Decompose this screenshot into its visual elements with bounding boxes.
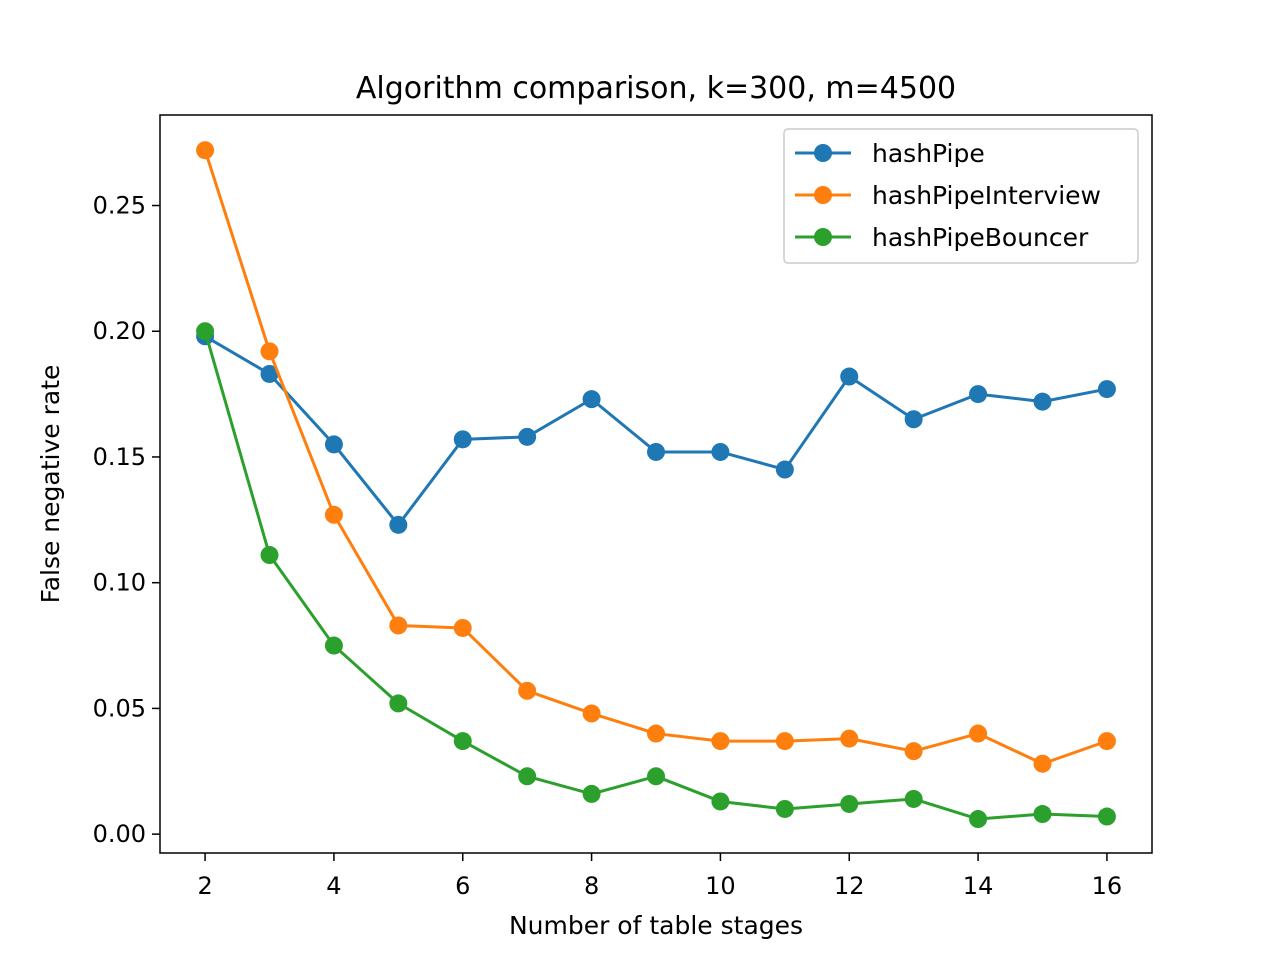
data-point-hashPipeBouncer — [1097, 807, 1116, 826]
x-tick-label: 6 — [455, 872, 470, 900]
data-point-hashPipe — [324, 435, 343, 454]
x-tick-label: 16 — [1092, 872, 1123, 900]
data-point-hashPipeBouncer — [647, 767, 665, 786]
x-tick-label: 12 — [834, 872, 865, 900]
legend: hashPipe hashPipeInterview hashPipeBouncer — [783, 128, 1139, 264]
legend-box — [783, 128, 1139, 264]
y-tick-label: 0.20 — [93, 317, 146, 345]
y-tick-label: 0.25 — [93, 192, 146, 220]
data-point-hashPipeInterview — [582, 704, 601, 723]
data-point-hashPipeBouncer — [904, 789, 923, 808]
data-point-hashPipeInterview — [389, 616, 408, 635]
x-tick-label: 14 — [963, 872, 994, 900]
legend-marker-hashPipeInterview — [814, 186, 832, 204]
legend-label-hashPipeBouncer: hashPipeBouncer — [872, 223, 1089, 252]
data-point-hashPipeInterview — [324, 505, 343, 524]
data-point-hashPipe — [582, 390, 601, 409]
data-point-hashPipeBouncer — [969, 810, 988, 829]
data-point-hashPipeBouncer — [389, 694, 408, 713]
data-point-hashPipeInterview — [453, 618, 472, 637]
y-axis: 0.00 0.05 0.10 0.15 0.20 0.25 — [93, 192, 160, 848]
data-point-hashPipe — [389, 515, 408, 534]
chart-title: Algorithm comparison, k=300, m=4500 — [356, 71, 956, 106]
data-point-hashPipeBouncer — [324, 636, 343, 655]
data-point-hashPipe — [1097, 380, 1116, 399]
data-point-hashPipeBouncer — [518, 767, 537, 786]
data-point-hashPipeBouncer — [582, 784, 601, 803]
data-point-hashPipe — [647, 442, 665, 461]
data-point-hashPipeBouncer — [775, 799, 794, 818]
x-tick-label: 2 — [197, 872, 212, 900]
data-point-hashPipeBouncer — [453, 732, 472, 751]
y-tick-label: 0.10 — [93, 569, 146, 597]
data-point-hashPipeBouncer — [711, 792, 730, 811]
y-tick-label: 0.05 — [93, 694, 146, 722]
series-layer — [196, 141, 1116, 829]
data-point-hashPipeInterview — [969, 724, 988, 743]
data-point-hashPipeInterview — [1097, 732, 1116, 751]
y-tick-label: 0.15 — [93, 443, 146, 471]
data-point-hashPipeInterview — [260, 342, 279, 361]
data-point-hashPipeInterview — [775, 732, 794, 751]
data-point-hashPipeBouncer — [840, 794, 859, 813]
data-point-hashPipe — [518, 427, 537, 446]
data-point-hashPipeBouncer — [260, 546, 279, 565]
data-point-hashPipe — [1033, 392, 1052, 411]
y-tick-label: 0.00 — [93, 820, 146, 848]
data-point-hashPipeInterview — [711, 732, 730, 751]
x-axis: 2 4 6 8 10 12 14 16 — [197, 853, 1122, 900]
data-point-hashPipeInterview — [1033, 754, 1052, 773]
legend-marker-hashPipeBouncer — [814, 228, 832, 246]
data-point-hashPipeBouncer — [1033, 805, 1052, 824]
legend-label-hashPipe: hashPipe — [872, 139, 985, 168]
data-point-hashPipe — [711, 442, 730, 461]
data-point-hashPipeInterview — [196, 141, 215, 160]
data-point-hashPipe — [840, 367, 859, 386]
x-tick-label: 8 — [584, 872, 599, 900]
legend-label-hashPipeInterview: hashPipeInterview — [872, 181, 1101, 210]
x-axis-label: Number of table stages — [509, 911, 803, 940]
data-point-hashPipeInterview — [840, 729, 859, 748]
data-point-hashPipeInterview — [904, 742, 923, 761]
legend-marker-hashPipe — [814, 144, 832, 162]
data-point-hashPipe — [260, 364, 279, 383]
x-tick-label: 10 — [705, 872, 736, 900]
data-point-hashPipe — [453, 430, 472, 449]
y-axis-label: False negative rate — [36, 365, 65, 604]
x-tick-label: 4 — [326, 872, 341, 900]
data-point-hashPipe — [969, 385, 988, 404]
data-point-hashPipeBouncer — [196, 322, 215, 341]
data-point-hashPipeInterview — [518, 681, 537, 700]
data-point-hashPipe — [775, 460, 794, 479]
data-point-hashPipe — [904, 410, 923, 429]
data-point-hashPipeInterview — [647, 724, 665, 743]
